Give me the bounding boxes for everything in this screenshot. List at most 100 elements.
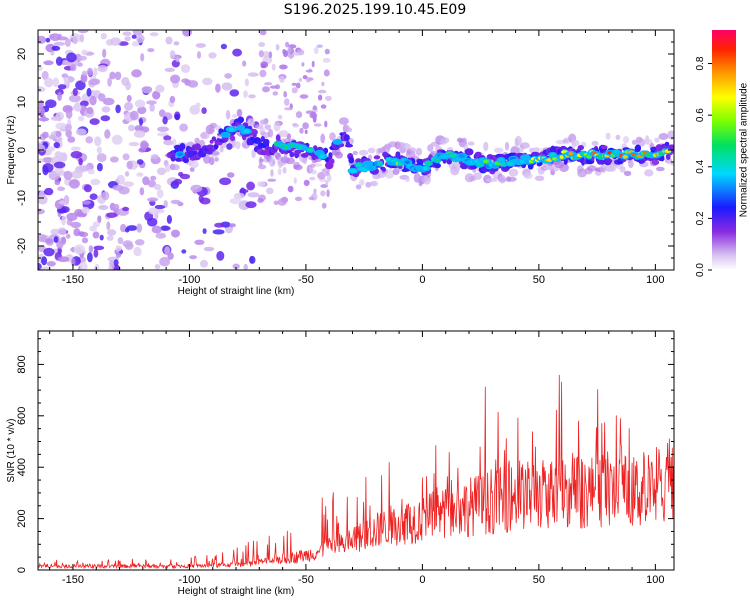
heatmap-cell — [167, 252, 174, 260]
heatmap-cell — [102, 97, 115, 106]
heatmap-cell — [38, 86, 46, 93]
heatmap-cell — [352, 150, 358, 156]
heatmap-cell — [125, 171, 130, 177]
heatmap-cell — [244, 129, 250, 133]
heatmap-cell — [98, 205, 109, 210]
heatmap-cell — [504, 141, 510, 151]
heatmap-cell — [53, 41, 66, 46]
heatmap-cell — [79, 33, 84, 43]
heatmap-cell — [514, 135, 523, 146]
heatmap-cell — [78, 55, 87, 61]
top-xlabel: Height of straight line (km) — [178, 286, 295, 297]
heatmap-cell — [272, 91, 279, 96]
heatmap-cell — [477, 162, 482, 167]
heatmap-cell — [449, 153, 457, 158]
heatmap-cell — [51, 45, 61, 51]
heatmap-cell — [631, 139, 637, 145]
heatmap-cell — [125, 81, 131, 91]
heatmap-cell — [75, 80, 86, 91]
heatmap-cell — [52, 77, 60, 88]
heatmap-cell — [149, 103, 155, 112]
heatmap-cell — [586, 165, 597, 172]
heatmap-cell — [86, 87, 92, 97]
heatmap-cell — [70, 170, 83, 179]
heatmap-cell — [53, 236, 59, 243]
heatmap-cell — [415, 147, 423, 156]
chart-title: S196.2025.199.10.45.E09 — [283, 2, 467, 18]
heatmap-cell — [202, 77, 213, 86]
heatmap-cell — [198, 195, 204, 203]
top-xtick-label: -150 — [62, 274, 84, 286]
heatmap-cell — [229, 135, 236, 142]
heatmap-cell — [81, 237, 89, 244]
heatmap-cell — [124, 242, 134, 250]
heatmap-cell — [115, 252, 121, 258]
heatmap-cell — [54, 151, 63, 158]
heatmap-cell — [147, 197, 159, 202]
heatmap-cell — [259, 69, 267, 78]
heatmap-cell — [295, 111, 303, 119]
heatmap-cell — [78, 157, 83, 166]
heatmap-cell — [210, 151, 220, 156]
heatmap-cell — [53, 142, 60, 149]
spectrogram-heatmap — [38, 30, 674, 270]
heatmap-cell — [57, 91, 62, 101]
top-ylabel: Frequency (Hz) — [6, 116, 17, 185]
heatmap-cell — [58, 200, 66, 205]
heatmap-cell — [109, 260, 114, 267]
heatmap-cell — [246, 181, 256, 191]
heatmap-cell — [559, 163, 569, 173]
heatmap-cell — [72, 88, 78, 96]
heatmap-cell — [427, 144, 434, 152]
top-xtick-label: 100 — [646, 274, 664, 286]
heatmap-cell — [244, 78, 249, 87]
heatmap-cell — [182, 30, 192, 37]
heatmap-cell — [243, 90, 248, 98]
heatmap-cell — [654, 137, 660, 143]
heatmap-cell — [157, 132, 169, 137]
bottom-xtick-label: -50 — [298, 574, 314, 586]
heatmap-cell — [87, 67, 93, 76]
heatmap-cell — [96, 153, 107, 163]
heatmap-cell — [149, 32, 159, 37]
heatmap-cell — [216, 251, 225, 261]
heatmap-cell — [194, 143, 201, 151]
heatmap-cell — [196, 51, 202, 59]
heatmap-cell — [404, 160, 410, 164]
heatmap-cell — [644, 169, 654, 177]
heatmap-cell — [293, 177, 297, 184]
heatmap-cell — [92, 231, 100, 239]
heatmap-cell — [156, 189, 164, 199]
heatmap-cell — [497, 158, 505, 162]
heatmap-cell — [142, 87, 152, 94]
heatmap-cell — [194, 137, 200, 144]
heatmap-cell — [108, 265, 113, 270]
heatmap-cell — [187, 80, 199, 88]
heatmap-cell — [101, 106, 111, 113]
heatmap-cell — [189, 167, 195, 173]
heatmap-cell — [507, 176, 517, 182]
heatmap-cell — [302, 122, 309, 130]
heatmap-cell — [249, 255, 256, 264]
heatmap-cell — [320, 154, 325, 159]
heatmap-cell — [114, 71, 122, 81]
heatmap-cell — [236, 125, 245, 130]
heatmap-cell — [82, 200, 91, 205]
heatmap-cell — [164, 246, 171, 256]
heatmap-cell — [81, 49, 88, 56]
heatmap-cell — [90, 178, 101, 186]
heatmap-cell — [174, 113, 180, 121]
bottom-ytick-label: 600 — [16, 407, 28, 425]
heatmap-cell — [320, 104, 327, 109]
colorbar-tick-label: 0.0 — [695, 263, 706, 277]
heatmap-cell — [345, 127, 353, 133]
heatmap-cell — [313, 105, 317, 111]
heatmap-cell — [290, 143, 295, 147]
top-ytick-label: 0 — [16, 147, 28, 153]
heatmap-cell — [247, 72, 259, 77]
heatmap-cell — [320, 190, 326, 197]
heatmap-cell — [245, 201, 257, 209]
heatmap-cell — [239, 189, 249, 194]
heatmap-cell — [165, 163, 171, 173]
